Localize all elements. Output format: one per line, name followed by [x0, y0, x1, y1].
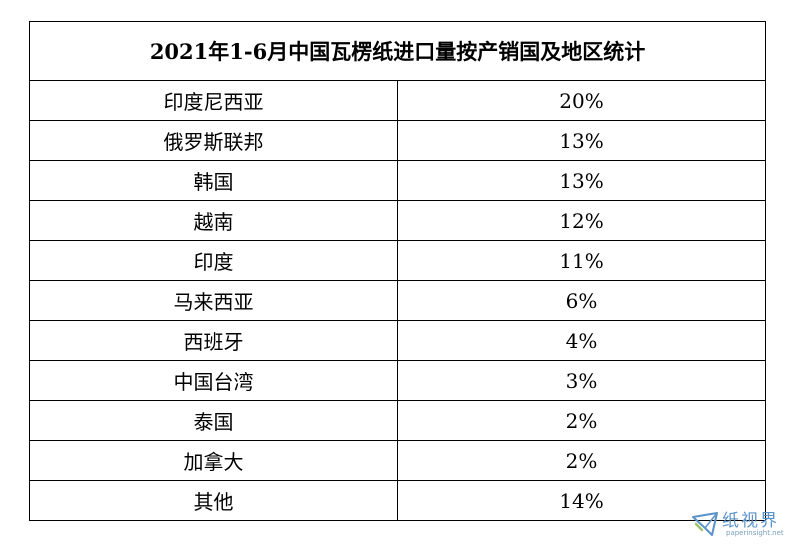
share-cell: 3% — [396, 360, 767, 401]
share-cell: 12% — [396, 200, 767, 241]
region-cell: 印度尼西亚 — [29, 80, 398, 121]
region-cell: 俄罗斯联邦 — [29, 120, 398, 161]
region-cell: 中国台湾 — [29, 360, 398, 401]
table-row: 泰国 2% — [29, 400, 767, 441]
share-cell: 2% — [396, 440, 767, 481]
table-row: 印度 11% — [29, 240, 767, 281]
table-row: 中国台湾 3% — [29, 360, 767, 401]
statistics-table-container: 2021年1-6月中国瓦楞纸进口量按产销国及地区统计 印度尼西亚 20% 俄罗斯… — [28, 21, 767, 521]
share-cell: 11% — [396, 240, 767, 281]
watermark-site: paperinsight.net — [726, 529, 784, 537]
table-row: 印度尼西亚 20% — [29, 80, 767, 121]
region-cell: 加拿大 — [29, 440, 398, 481]
region-cell: 印度 — [29, 240, 398, 281]
share-cell: 2% — [396, 400, 767, 441]
region-cell: 韩国 — [29, 160, 398, 201]
region-cell: 其他 — [29, 480, 398, 521]
region-cell: 越南 — [29, 200, 398, 241]
share-cell: 13% — [396, 120, 767, 161]
watermark-name: 纸视界 — [722, 511, 779, 531]
share-cell: 4% — [396, 320, 767, 361]
table-row: 马来西亚 6% — [29, 280, 767, 321]
import-share-table: 2021年1-6月中国瓦楞纸进口量按产销国及地区统计 印度尼西亚 20% 俄罗斯… — [28, 21, 767, 521]
region-cell: 马来西亚 — [29, 280, 398, 321]
table-title-row: 2021年1-6月中国瓦楞纸进口量按产销国及地区统计 — [28, 21, 767, 81]
watermark: 纸视界 paperinsight.net — [690, 505, 788, 541]
table-row: 俄罗斯联邦 13% — [29, 120, 767, 161]
region-cell: 泰国 — [29, 400, 398, 441]
table-row: 韩国 13% — [29, 160, 767, 201]
table-title: 2021年1-6月中国瓦楞纸进口量按产销国及地区统计 — [28, 21, 767, 81]
region-cell: 西班牙 — [29, 320, 398, 361]
share-cell: 6% — [396, 280, 767, 321]
share-cell: 13% — [396, 160, 767, 201]
table-row: 其他 14% — [29, 480, 767, 521]
table-row: 加拿大 2% — [29, 440, 767, 481]
table-row: 越南 12% — [29, 200, 767, 241]
share-cell: 20% — [396, 80, 767, 121]
table-row: 西班牙 4% — [29, 320, 767, 361]
paperinsight-logo-icon — [692, 512, 718, 536]
